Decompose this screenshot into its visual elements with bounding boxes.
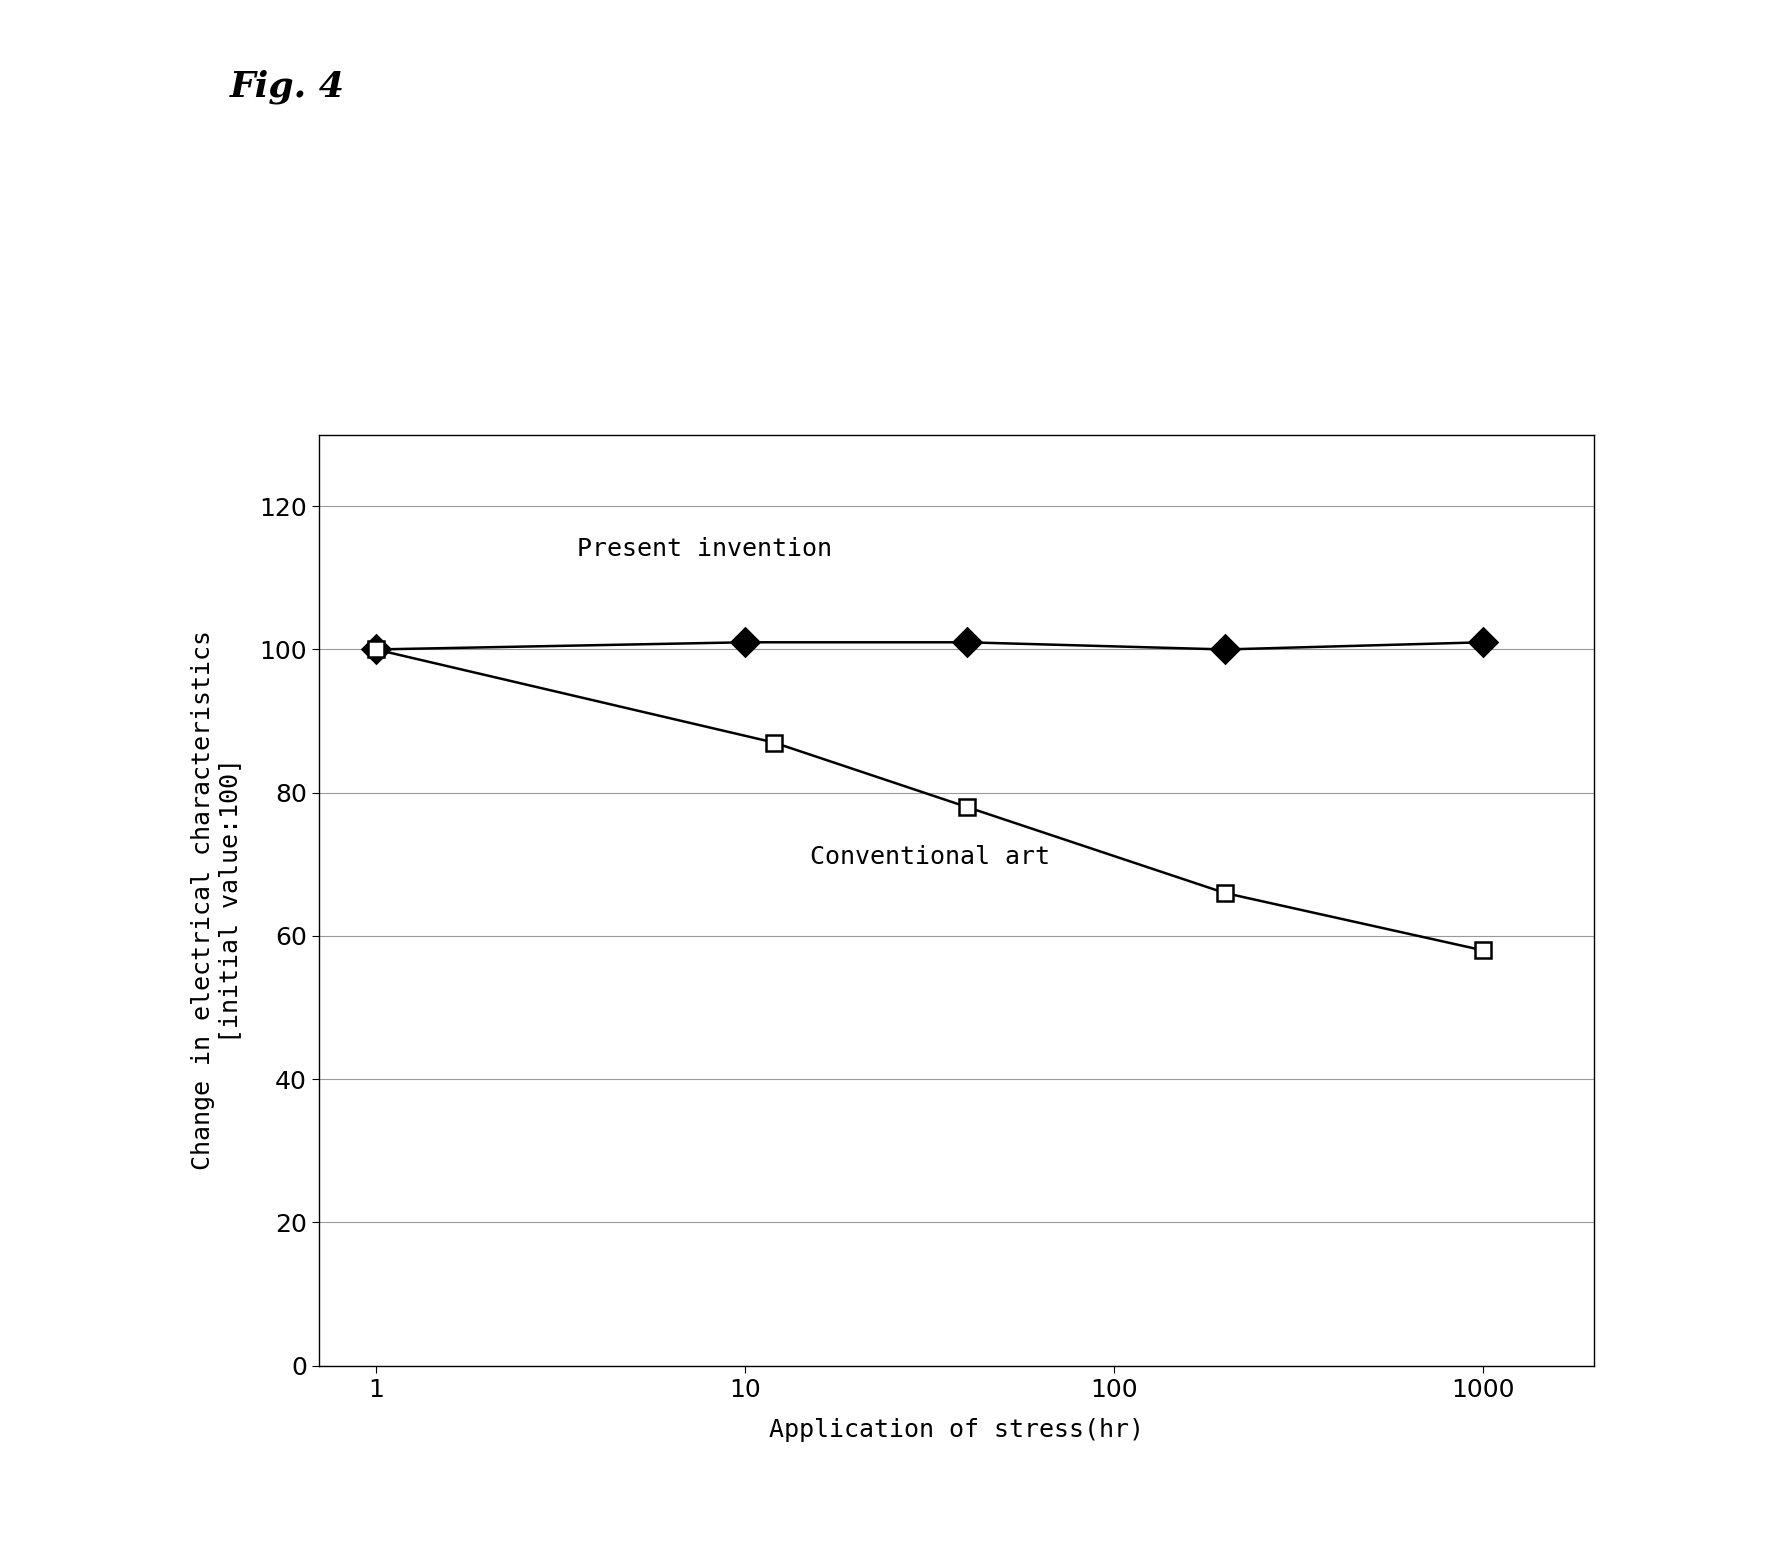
Text: Conventional art: Conventional art — [809, 846, 1050, 869]
Y-axis label: Change in electrical characteristics
[initial value:100]: Change in electrical characteristics [in… — [191, 630, 243, 1170]
X-axis label: Application of stress(hr): Application of stress(hr) — [769, 1419, 1144, 1442]
Text: Present invention: Present invention — [577, 537, 832, 562]
Text: Fig. 4: Fig. 4 — [230, 70, 345, 104]
